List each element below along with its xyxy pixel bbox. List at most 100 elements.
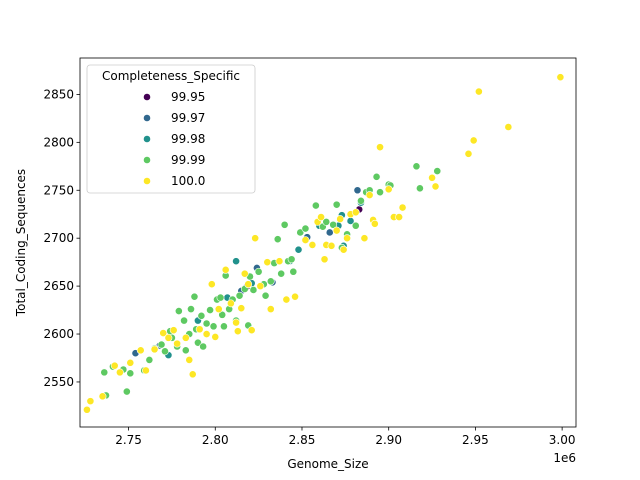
data-point-3-52 — [301, 224, 310, 233]
data-point-4-50 — [365, 191, 374, 199]
data-point-4-23 — [232, 318, 240, 327]
data-point-4-42 — [327, 241, 336, 250]
data-point-3-49 — [287, 255, 296, 264]
data-point-3-70 — [433, 167, 442, 175]
data-point-4-64 — [556, 73, 565, 82]
data-point-4-32 — [266, 305, 275, 314]
legend-label-3: 99.99 — [171, 153, 205, 167]
data-point-4-14 — [185, 356, 194, 364]
data-point-4-44 — [336, 215, 345, 223]
data-point-3-60 — [351, 221, 360, 230]
data-point-4-19 — [211, 333, 220, 341]
data-point-4-18 — [207, 280, 216, 289]
data-point-4-12 — [173, 339, 182, 348]
plot-frame — [79, 57, 577, 428]
data-point-3-68 — [412, 162, 421, 171]
data-point-3-61 — [357, 196, 365, 205]
data-point-3-10 — [161, 347, 169, 356]
data-point-1-7 — [353, 186, 362, 195]
data-point-2-3 — [232, 257, 240, 266]
data-point-4-46 — [343, 234, 351, 243]
y-tick-label-5: 2800 — [43, 135, 74, 149]
data-point-4-8 — [150, 345, 159, 354]
data-point-4-26 — [240, 269, 249, 278]
x-axis: 2.75 2.80 2.85 2.90 2.95 3.00 — [115, 427, 575, 447]
data-point-3-35 — [235, 291, 244, 300]
data-point-4-9 — [159, 329, 168, 337]
data-point-4-58 — [428, 173, 436, 182]
data-point-4-54 — [384, 185, 393, 194]
x-tick-label-5: 3.00 — [549, 433, 576, 447]
x-tick-label-2: 2.85 — [289, 433, 316, 447]
data-point-4-56 — [395, 213, 403, 221]
data-point-3-55 — [322, 217, 331, 226]
data-point-3-22 — [197, 311, 206, 320]
data-point-4-31 — [263, 258, 272, 267]
data-point-4-10 — [164, 333, 173, 342]
data-point-3-0 — [100, 368, 109, 377]
data-point-4-45 — [339, 245, 348, 254]
data-point-3-23 — [199, 342, 208, 351]
data-point-4-62 — [474, 87, 483, 96]
legend-marker-0 — [143, 93, 151, 101]
data-point-4-2 — [98, 392, 107, 401]
data-point-3-26 — [209, 322, 218, 331]
data-point-4-17 — [202, 330, 211, 338]
x-tick-label-4: 2.95 — [462, 433, 489, 447]
data-point-4-24 — [233, 327, 242, 336]
data-point-4-15 — [188, 370, 197, 379]
data-point-3-30 — [220, 322, 228, 331]
data-point-3-15 — [180, 316, 188, 325]
data-point-3-46 — [277, 269, 286, 278]
legend-marker-4 — [143, 177, 151, 185]
data-point-3-53 — [311, 201, 320, 210]
data-point-4-36 — [301, 236, 310, 244]
legend-marker-3 — [143, 156, 151, 164]
y-tick-label-1: 2600 — [43, 327, 74, 341]
data-point-4-49 — [360, 234, 369, 243]
data-point-4-48 — [351, 208, 360, 217]
legend: Completeness_Specific 99.9599.9799.9899.… — [86, 64, 256, 194]
y-tick-label-0: 2550 — [43, 375, 74, 389]
data-point-4-16 — [195, 325, 204, 334]
legend-label-1: 99.97 — [171, 111, 205, 125]
data-point-3-57 — [332, 200, 341, 209]
data-point-3-64 — [372, 172, 381, 181]
data-point-3-29 — [218, 310, 227, 319]
data-point-4-20 — [214, 305, 223, 314]
x-offset-label: 1e6 — [553, 451, 576, 465]
y-tick-label-4: 2750 — [43, 183, 74, 197]
data-point-3-16 — [181, 346, 190, 355]
data-point-3-65 — [376, 188, 384, 197]
data-point-4-11 — [169, 326, 178, 335]
legend-label-2: 99.98 — [171, 132, 205, 146]
data-point-1-6 — [325, 228, 334, 237]
data-point-3-7 — [145, 356, 154, 364]
y-axis: 2550 2600 2650 2700 2750 2800 2850 — [43, 87, 80, 389]
data-point-4-33 — [275, 257, 284, 266]
y-tick-label-3: 2700 — [43, 231, 74, 245]
data-point-4-5 — [126, 358, 135, 367]
data-point-2-6 — [294, 245, 303, 254]
data-point-4-60 — [464, 149, 473, 158]
data-point-4-6 — [136, 346, 145, 355]
data-point-4-40 — [320, 255, 329, 264]
data-point-4-4 — [115, 368, 124, 377]
legend-label-0: 99.95 — [171, 90, 205, 104]
x-tick-label-1: 2.80 — [202, 433, 229, 447]
data-point-4-43 — [332, 226, 341, 235]
data-point-3-18 — [187, 305, 195, 314]
data-point-4-35 — [291, 292, 299, 301]
legend-marker-1 — [143, 114, 151, 122]
data-point-4-30 — [256, 282, 265, 291]
data-point-3-24 — [202, 319, 211, 328]
data-point-3-25 — [206, 306, 214, 314]
data-point-3-21 — [194, 338, 202, 347]
data-point-4-25 — [237, 304, 246, 313]
y-tick-label-6: 2850 — [43, 87, 74, 101]
data-point-3-45 — [273, 235, 282, 244]
data-point-4-29 — [251, 234, 260, 243]
data-point-4-27 — [244, 280, 253, 289]
data-point-4-3 — [110, 361, 119, 370]
y-axis-label: Total_Coding_Sequences — [14, 169, 28, 317]
